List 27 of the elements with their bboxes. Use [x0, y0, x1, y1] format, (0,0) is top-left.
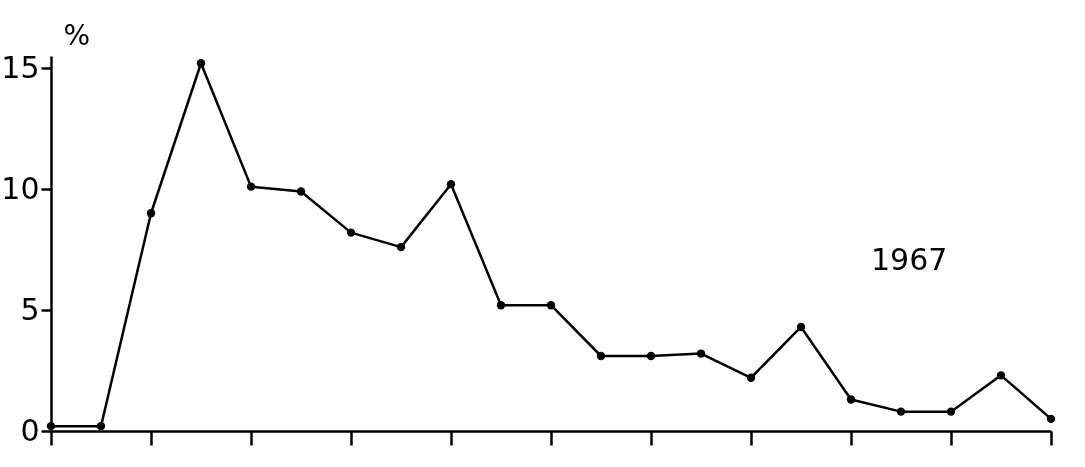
- point: [896, 407, 906, 416]
- point: [346, 228, 356, 237]
- point: [46, 421, 56, 431]
- y-tick-label: 5: [20, 291, 40, 327]
- point: [96, 421, 106, 431]
- point: [996, 371, 1006, 380]
- point: [496, 301, 506, 310]
- point: [1046, 414, 1056, 424]
- point: [196, 59, 206, 68]
- point: [146, 209, 156, 218]
- y-tick-label: 15: [1, 49, 40, 85]
- point: [296, 187, 306, 196]
- y-tick-label: 10: [1, 170, 40, 206]
- point: [796, 322, 806, 332]
- y-axis-title: %: [63, 18, 91, 52]
- point: [596, 351, 606, 361]
- point: [646, 351, 656, 361]
- point: [546, 301, 556, 310]
- point: [746, 373, 756, 382]
- annotation: 1967: [871, 242, 948, 277]
- point: [696, 349, 706, 358]
- point: [946, 407, 956, 416]
- point: [246, 182, 256, 191]
- point: [396, 242, 406, 252]
- point: [446, 180, 456, 189]
- y-tick-label: 0: [20, 412, 40, 448]
- point: [846, 395, 856, 404]
